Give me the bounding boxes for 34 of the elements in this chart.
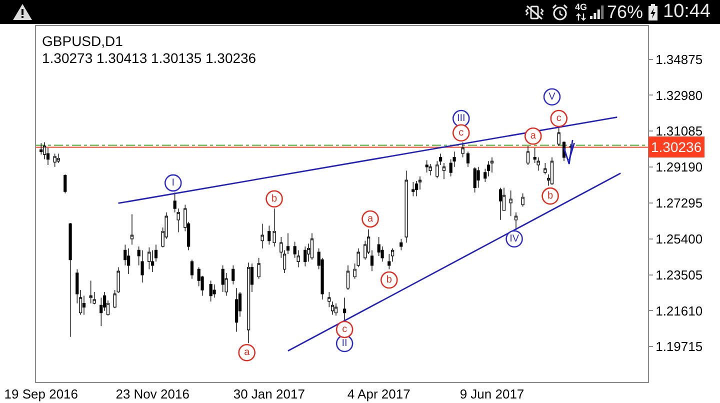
data-label: c: [458, 127, 464, 138]
data-label: b: [386, 274, 392, 286]
x-tick-label: 30 Jan 2017: [233, 386, 305, 402]
y-tick-label: 1.21610: [656, 303, 703, 318]
x-tick-label: 23 Nov 2016: [116, 386, 190, 402]
text: 1.30273 1.30413 1.30135 1.30236: [42, 50, 256, 66]
y-tick-label: 1.29190: [656, 160, 703, 175]
y-tick-label: 1.27295: [656, 196, 703, 211]
data-label: b: [272, 193, 278, 204]
text: GBPUSD,D1: [42, 33, 123, 49]
x-tick-label: 9 Jun 2017: [460, 386, 524, 402]
text: 76%: [607, 1, 644, 24]
y-tick-label: 1.32980: [656, 88, 703, 103]
data-label: II: [342, 338, 348, 350]
data-label: b: [548, 190, 554, 202]
data-label: a: [530, 130, 536, 142]
text: 4G: [575, 2, 588, 12]
y-tick-label: 1.25400: [656, 231, 703, 246]
data-label: c: [556, 113, 562, 124]
data-label: a: [244, 347, 250, 358]
data-label: III: [456, 113, 466, 124]
data-label: IV: [510, 233, 520, 244]
ref-line-label: 1.30236: [651, 139, 702, 155]
data-label: V: [548, 91, 556, 102]
x-tick-label: 4 Apr 2017: [347, 386, 410, 402]
y-tick-label: 1.34875: [656, 52, 703, 67]
y-tick-label: 1.31085: [656, 124, 703, 139]
text: 10:44: [663, 0, 711, 24]
data-label: c: [342, 324, 348, 335]
y-tick-label: 1.19715: [656, 339, 703, 354]
data-label: a: [368, 213, 374, 224]
data-label: I: [172, 177, 175, 188]
y-tick-label: 1.23505: [656, 267, 703, 282]
x-tick-label: 19 Sep 2016: [4, 386, 78, 402]
